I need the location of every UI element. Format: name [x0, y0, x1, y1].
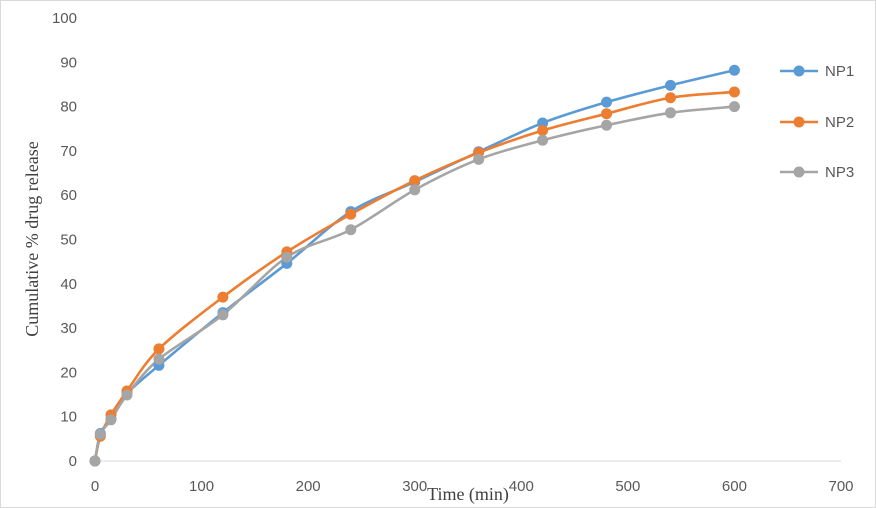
y-tick-label: 30: [60, 320, 77, 337]
series-line-np1: [93, 69, 735, 462]
x-tick-labels: 0 100 200 300 400 500 600 700: [91, 478, 854, 495]
y-tick-label: 50: [60, 232, 77, 249]
data-point-np2: [409, 175, 421, 187]
legend: NP1 NP2 NP3: [780, 63, 854, 181]
data-point-np3: [601, 119, 613, 131]
y-tick-label: 10: [60, 409, 77, 426]
data-point-np1: [664, 79, 676, 91]
data-point-np2: [345, 208, 357, 220]
legend-marker-np1: [793, 65, 805, 77]
data-point-np3: [664, 107, 676, 119]
y-tick-label: 80: [60, 99, 77, 116]
y-axis-title: Cumulative % drug release: [22, 141, 42, 336]
data-point-np3: [537, 134, 549, 146]
data-point-np3: [94, 428, 106, 440]
data-point-np2: [537, 125, 549, 137]
x-tick-label: 200: [296, 478, 321, 495]
data-point-np3: [121, 389, 133, 401]
legend-label-np2: NP2: [825, 114, 854, 131]
series-line-np3: [93, 105, 735, 462]
data-point-np3: [728, 101, 740, 113]
x-tick-label: 500: [615, 478, 640, 495]
series-points: [89, 64, 740, 467]
data-point-np2: [153, 343, 165, 355]
legend-marker-np2: [793, 116, 805, 128]
y-tick-label: 20: [60, 364, 77, 381]
y-tick-label: 60: [60, 187, 77, 204]
data-point-np3: [281, 251, 293, 263]
data-point-np1: [537, 117, 549, 129]
data-point-np2: [217, 291, 229, 303]
data-point-np3: [473, 153, 485, 165]
legend-label-np1: NP1: [825, 63, 854, 80]
x-tick-label: 300: [402, 478, 427, 495]
legend-label-np3: NP3: [825, 164, 854, 181]
y-tick-label: 70: [60, 143, 77, 160]
data-point-np3: [105, 414, 117, 426]
data-point-np3: [345, 224, 357, 236]
y-tick-label: 0: [69, 453, 77, 470]
x-tick-label: 400: [509, 478, 534, 495]
x-tick-label: 600: [722, 478, 747, 495]
data-point-np3: [153, 353, 165, 365]
y-tick-label: 40: [60, 276, 77, 293]
data-point-np1: [601, 96, 613, 108]
data-point-np2: [664, 92, 676, 104]
series-line-np2: [93, 90, 735, 462]
y-tick-label: 100: [52, 10, 77, 27]
data-point-np3: [217, 309, 229, 321]
y-tick-labels: 0 10 20 30 40 50 60 70 80 90 100: [52, 10, 77, 470]
data-point-np2: [601, 108, 613, 120]
x-tick-label: 100: [189, 478, 214, 495]
x-tick-label: 700: [828, 478, 853, 495]
x-axis-title: Time (min): [427, 484, 509, 505]
series-lines: [93, 69, 735, 462]
y-tick-label: 90: [60, 54, 77, 71]
legend-marker-np3: [793, 166, 805, 178]
data-point-np2: [728, 86, 740, 98]
data-point-np3: [409, 184, 421, 196]
x-tick-label: 0: [91, 478, 99, 495]
data-point-np3: [89, 455, 101, 467]
data-point-np1: [728, 64, 740, 76]
